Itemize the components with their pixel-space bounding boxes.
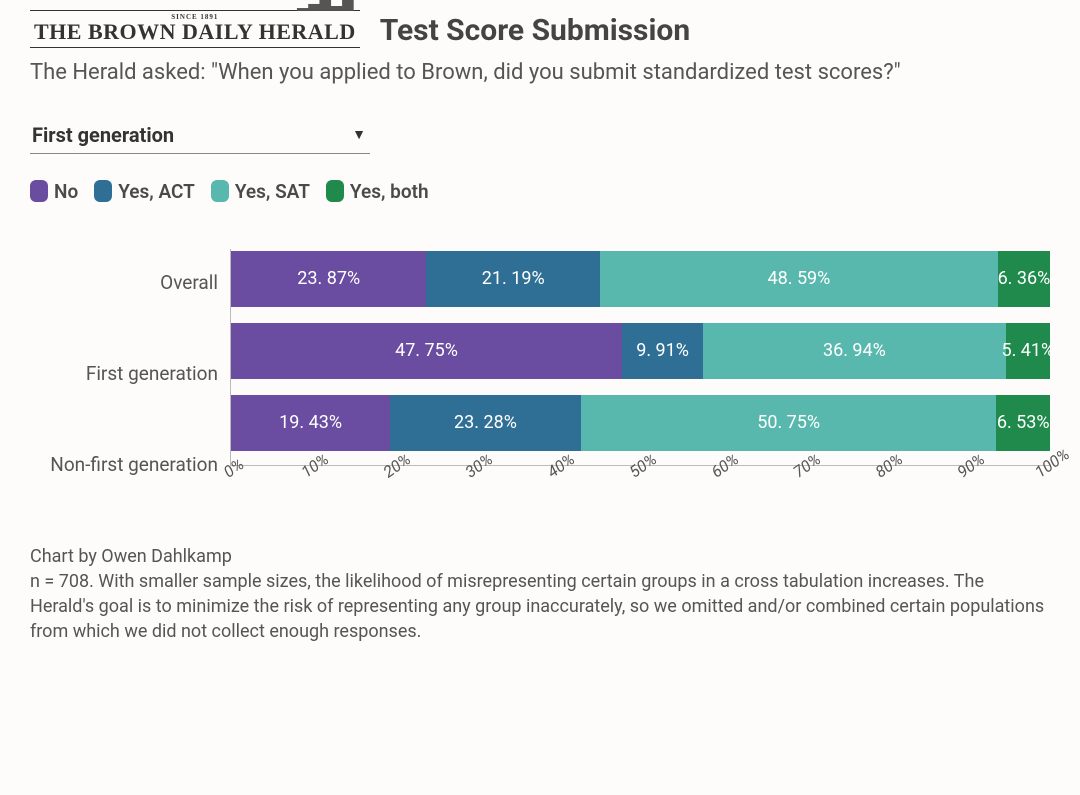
bar-segment: 5. 41% [1006,323,1050,379]
bar-segment: 21. 19% [426,251,600,307]
bar-segment: 23. 28% [390,395,581,451]
legend-item: Yes, SAT [211,180,310,203]
footer: Chart by Owen Dahlkamp n = 708. With sma… [30,544,1050,645]
header-row: ▁▃▅▂▇ SINCE 1891 THE BROWN DAILY HERALD … [30,10,1050,48]
legend-label: No [54,180,78,203]
bar-segment: 47. 75% [231,323,622,379]
category-label: Non-first generation [30,434,230,494]
masthead-logo: ▁▃▅▂▇ SINCE 1891 THE BROWN DAILY HERALD [30,10,360,48]
bar-segment: 19. 43% [231,395,390,451]
category-label: First generation [30,343,230,403]
legend-label: Yes, both [350,180,429,203]
legend: No Yes, ACT Yes, SAT Yes, both [30,180,1050,203]
masthead-name: THE BROWN DAILY HERALD [34,19,356,45]
page-title: Test Score Submission [380,13,690,48]
plot-area: 23. 87%21. 19%48. 59%6. 36% 47. 75%9. 91%… [230,237,1050,510]
bar-segment: 6. 53% [996,395,1049,451]
footnote: n = 708. With smaller sample sizes, the … [30,569,1050,645]
stacked-bar: 19. 43%23. 28%50. 75%6. 53% [231,395,1050,451]
legend-item: Yes, ACT [94,180,195,203]
category-label: Overall [30,252,230,312]
chevron-down-icon: ▼ [352,126,366,143]
bar-segment: 48. 59% [600,251,998,307]
legend-label: Yes, SAT [235,180,310,203]
legend-swatch [94,180,112,202]
filter-dropdown[interactable]: First generation ▼ [30,117,370,154]
stacked-bar: 47. 75%9. 91%36. 94%5. 41% [231,323,1050,379]
bar-segment: 36. 94% [703,323,1006,379]
bar-segment: 9. 91% [622,323,703,379]
subtitle: The Herald asked: "When you applied to B… [30,58,1050,89]
x-axis: 0%10%20%30%40%50%60%70%80%90%100% [230,466,1050,510]
legend-item: No [30,180,78,203]
bar-row: 19. 43%23. 28%50. 75%6. 53% [231,393,1050,453]
legend-label: Yes, ACT [118,180,195,203]
byline: Chart by Owen Dahlkamp [30,544,1050,569]
legend-swatch [211,180,229,202]
dropdown-selected-label: First generation [32,123,174,147]
bar-segment: 6. 36% [998,251,1050,307]
skyline-icon: ▁▃▅▂▇ [297,0,353,12]
bar-segment: 50. 75% [581,395,997,451]
bar-row: 47. 75%9. 91%36. 94%5. 41% [231,321,1050,381]
y-axis-labels: Overall First generation Non-first generat… [30,237,230,510]
bars-container: 23. 87%21. 19%48. 59%6. 36% 47. 75%9. 91%… [230,249,1050,466]
legend-item: Yes, both [326,180,429,203]
bar-segment: 23. 87% [231,251,426,307]
legend-swatch [326,180,344,202]
legend-swatch [30,180,48,202]
stacked-bar: 23. 87%21. 19%48. 59%6. 36% [231,251,1050,307]
chart: Overall First generation Non-first generat… [30,237,1050,510]
bar-row: 23. 87%21. 19%48. 59%6. 36% [231,249,1050,309]
